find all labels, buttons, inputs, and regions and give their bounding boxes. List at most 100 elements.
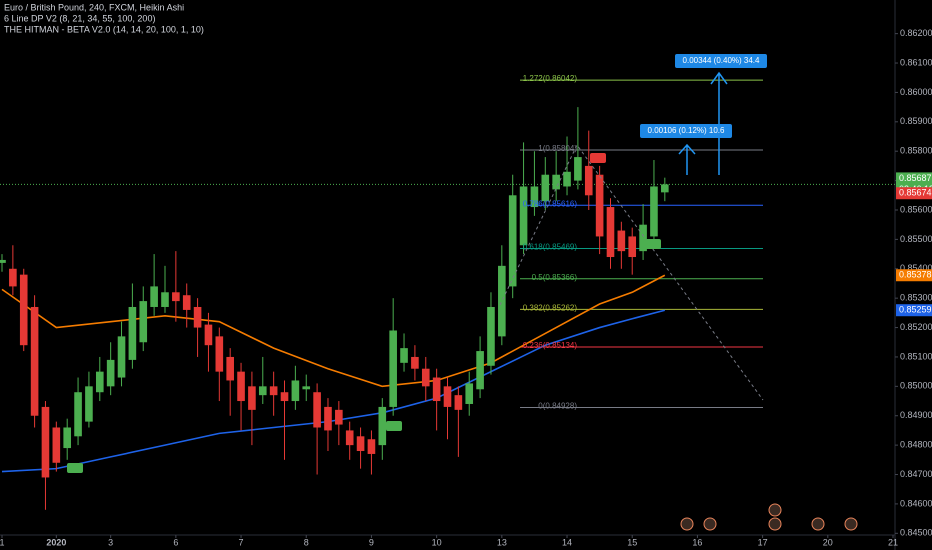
candle-body [237, 371, 245, 402]
candle-body [215, 336, 224, 372]
y-tick-label: 0.85600 [900, 204, 932, 214]
candle-body [161, 292, 169, 307]
fib-label: 0(0.84928) [538, 402, 577, 411]
x-tick-label: 21 [888, 537, 898, 547]
candle-body [226, 356, 234, 381]
x-tick-label: 8 [304, 537, 309, 547]
x-tick-label: 10 [432, 537, 442, 547]
candle-body [639, 224, 647, 252]
y-tick-label: 0.85800 [900, 146, 932, 156]
candle-body [389, 330, 397, 407]
y-tick-label: 0.84700 [900, 469, 932, 479]
candle-body [432, 377, 441, 402]
y-tick-label: 0.84600 [900, 498, 932, 508]
y-tick-label: 0.86000 [900, 87, 932, 97]
candle-body [172, 292, 180, 302]
y-tick-label: 0.84900 [900, 410, 932, 420]
candle-body [95, 371, 104, 393]
price-tag-label: 0.85259 [899, 305, 932, 315]
x-tick-label: 13 [497, 537, 507, 547]
y-tick-label: 0.85100 [900, 351, 932, 361]
price-tag [896, 269, 932, 282]
candle-body [443, 386, 452, 407]
y-tick-label: 0.85200 [900, 322, 932, 332]
candle-body [85, 386, 93, 422]
candle-body [204, 324, 213, 346]
y-tick-label: 0.85400 [900, 263, 932, 273]
candle-body [52, 427, 61, 463]
candle-body [269, 386, 278, 396]
candle-body [519, 186, 528, 246]
candle-body [650, 186, 658, 237]
candle-body [345, 430, 354, 446]
candle-body [193, 306, 202, 328]
candle-body [335, 409, 343, 425]
x-tick-label: 6 [173, 537, 178, 547]
y-tick-label: 0.85500 [900, 234, 932, 244]
x-tick-label: 1 [0, 537, 5, 547]
y-tick-label: 0.86200 [900, 28, 932, 38]
candle-body [530, 186, 539, 208]
indicator-label: 6 Line DP V2 (8, 21, 34, 55, 100, 200) [4, 13, 155, 23]
x-tick-label: 15 [627, 537, 637, 547]
y-tick-label: 0.84800 [900, 440, 932, 450]
measure-label: 0.00344 (0.40%) 34.4 [683, 56, 760, 65]
candle-body [74, 392, 82, 437]
plot [0, 79, 895, 510]
candle-body [9, 268, 17, 287]
candle-body [150, 286, 158, 307]
fib-label: 0.382(0.85262) [523, 303, 578, 312]
fib-label: 1.272(0.86042) [523, 74, 578, 83]
fib-label: 0.618(0.85469) [523, 243, 578, 252]
y-tick-label: 0.85300 [900, 293, 932, 303]
candle-body [476, 351, 484, 390]
candle-body [248, 386, 256, 410]
x-tick-label: 7 [239, 537, 244, 547]
candle-body [411, 356, 419, 369]
candle-body [498, 265, 506, 337]
event-icon [703, 517, 717, 531]
candle-body [606, 207, 615, 258]
price-tag-label: 0.85378 [899, 270, 932, 280]
candle-body [182, 295, 191, 310]
candle-body [454, 395, 463, 410]
candle-body [552, 174, 560, 190]
x-tick-label: 16 [692, 537, 702, 547]
y-tick-label: 0.85900 [900, 116, 932, 126]
fib-label: 0.5(0.85366) [532, 273, 578, 282]
candle-body [574, 157, 582, 181]
fib-label: 0.786(0.85616) [523, 199, 578, 208]
y-tick-label: 0.85000 [900, 381, 932, 391]
candle-body [400, 348, 408, 363]
candle-body [302, 386, 311, 390]
price-tag-label: 0.85687 [899, 173, 932, 183]
arrow [678, 143, 696, 175]
candle-body [584, 165, 593, 196]
buy-signal [67, 463, 83, 473]
chart-title: Euro / British Pound, 240, FXCM, Heikin … [4, 2, 184, 12]
candle-body [30, 306, 39, 416]
indicator-label: THE HITMAN - BETA V2.0 (14, 14, 20, 100,… [4, 24, 204, 34]
candle-body [117, 336, 126, 378]
candle-body [628, 236, 637, 258]
price-tag [896, 187, 932, 200]
candle-body [356, 436, 365, 452]
measure-box [675, 54, 767, 68]
x-tick-label: 20 [823, 537, 833, 547]
candle-body [280, 392, 289, 402]
candle-body [661, 184, 669, 193]
x-tick-label: 9 [369, 537, 374, 547]
candle-body [313, 392, 321, 428]
price-tag [896, 304, 932, 317]
buy-signal [386, 421, 402, 431]
candle-body [258, 386, 267, 396]
measure-box [640, 124, 732, 138]
y-tick-label: 0.84500 [900, 528, 932, 538]
candle-body [595, 174, 604, 237]
event-icon [768, 503, 782, 517]
candle-body [487, 306, 495, 366]
buy-signal [645, 239, 661, 249]
candle-body [41, 406, 50, 478]
x-tick-label: 17 [758, 537, 768, 547]
